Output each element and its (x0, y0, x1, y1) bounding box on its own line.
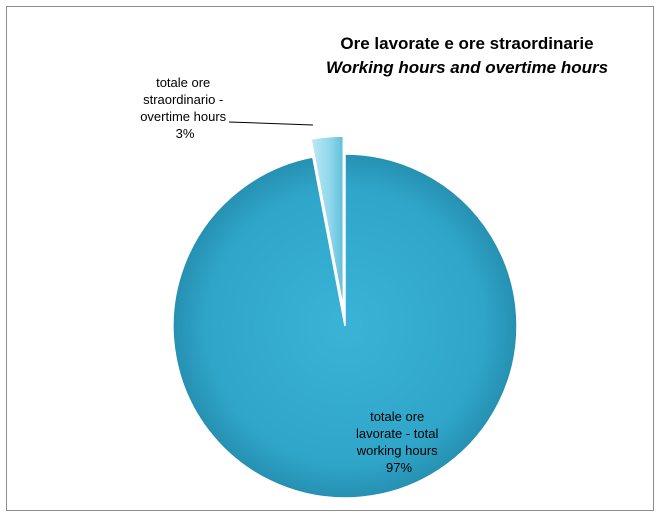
chart-area: Ore lavorate e ore straordinarie Working… (6, 6, 654, 511)
pie-chart: Ore lavorate e ore straordinarie Working… (140, 34, 608, 499)
leader-line (228, 121, 314, 126)
pie-slice-overtime-hours (310, 135, 345, 309)
chart-title: Ore lavorate e ore straordinarie (340, 34, 593, 53)
slice-label-working: totale ore lavorate - total working hour… (356, 409, 442, 475)
pie-slice-working-hours (172, 153, 518, 499)
slices-layer (172, 135, 518, 499)
chart-subtitle: Working hours and overtime hours (326, 58, 608, 77)
slice-label-overtime: totale ore straordinario - overtime hour… (140, 75, 230, 141)
